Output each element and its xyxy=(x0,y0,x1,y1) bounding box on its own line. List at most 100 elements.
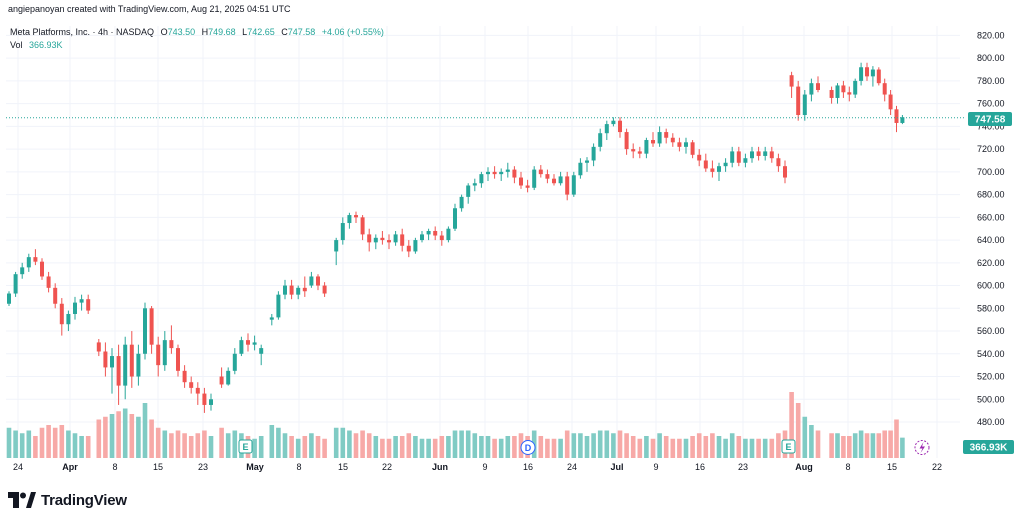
volume-bar xyxy=(19,433,25,458)
candle xyxy=(176,344,180,377)
price-tick-label: 700.00 xyxy=(977,167,1005,177)
volume-bar xyxy=(333,427,339,458)
candle xyxy=(888,89,893,116)
volume-bar xyxy=(225,433,231,458)
candle xyxy=(571,171,576,197)
candle xyxy=(802,89,807,121)
volume-bar xyxy=(380,438,385,458)
candle xyxy=(769,146,774,163)
candle xyxy=(545,169,550,184)
candle xyxy=(46,271,51,293)
time-tick-label: 22 xyxy=(932,462,942,472)
candle xyxy=(219,367,224,388)
candle xyxy=(40,258,44,280)
volume-bar xyxy=(155,427,161,458)
candle xyxy=(578,158,583,179)
candle xyxy=(380,230,385,245)
volume-bar xyxy=(59,425,65,458)
volume-bar xyxy=(841,436,846,458)
price-tick-label: 640.00 xyxy=(977,235,1005,245)
dividend-marker-icon[interactable]: D xyxy=(520,440,536,455)
candle xyxy=(558,171,563,186)
volume-bar xyxy=(33,436,38,458)
time-tick-label: 8 xyxy=(112,462,117,472)
time-tick-label: May xyxy=(246,462,264,472)
volume-bar xyxy=(538,436,544,458)
volume-bar xyxy=(900,437,905,458)
candle xyxy=(829,86,834,104)
time-tick-label: 22 xyxy=(382,462,392,472)
candle xyxy=(697,149,702,167)
high-label: H xyxy=(202,27,209,37)
candle xyxy=(598,128,603,152)
volume-bar xyxy=(847,436,852,458)
volume-bar xyxy=(624,433,629,458)
earnings-marker-icon[interactable]: E xyxy=(781,439,796,454)
candle xyxy=(657,126,662,147)
candle xyxy=(66,310,71,332)
volume-bar xyxy=(835,433,840,458)
volume-bars xyxy=(6,392,905,458)
candle xyxy=(538,165,543,178)
candle xyxy=(525,179,530,193)
volume-bar xyxy=(762,438,768,458)
volume-bar xyxy=(852,433,858,458)
price-tick-label: 760.00 xyxy=(977,99,1005,109)
event-flash-icon[interactable] xyxy=(914,440,930,455)
candlestick-chart[interactable]: 480.00 500.00 520.00 540.00 560.00 580.00 600.… xyxy=(0,18,1024,480)
time-tick-label: 15 xyxy=(338,462,348,472)
candle xyxy=(226,367,231,386)
volume-bar xyxy=(729,433,735,458)
volume-bar xyxy=(386,438,392,458)
candle xyxy=(552,174,556,186)
volume-bar xyxy=(545,438,550,458)
candle xyxy=(756,146,761,161)
svg-text:D: D xyxy=(525,443,532,453)
volume-bar xyxy=(52,427,58,458)
volume-bar xyxy=(584,436,590,458)
open-label: O xyxy=(161,27,168,37)
volume-bar xyxy=(802,416,808,458)
volume-bar xyxy=(432,438,438,458)
price-tick-label: 500.00 xyxy=(977,394,1005,404)
volume-bar xyxy=(815,430,821,458)
candle xyxy=(611,117,616,127)
candle xyxy=(26,253,31,272)
volume-bar xyxy=(208,436,214,458)
candle xyxy=(585,157,589,172)
price-axis[interactable]: 480.00 500.00 520.00 540.00 560.00 580.00 600.… xyxy=(977,30,1005,427)
volume-bar xyxy=(492,438,497,458)
candle xyxy=(20,262,25,279)
volume-bar xyxy=(551,438,557,458)
volume-bar xyxy=(169,433,174,458)
volume-bar xyxy=(696,433,702,458)
volume-bar xyxy=(809,425,814,458)
volume-bar xyxy=(591,433,596,458)
volume-bar xyxy=(269,425,275,458)
volume-bar xyxy=(322,438,327,458)
volume-bar xyxy=(716,436,722,458)
candle xyxy=(373,234,378,250)
candle xyxy=(116,344,121,405)
candle xyxy=(604,120,609,141)
volume-bar xyxy=(479,436,484,458)
volume-label: 366.93K xyxy=(970,443,1009,454)
volume-bar xyxy=(756,438,761,458)
candle xyxy=(79,294,84,311)
candle xyxy=(479,171,484,188)
volume-bar xyxy=(340,427,346,458)
volume-bar xyxy=(439,436,445,458)
last-price-label: 747.58 xyxy=(975,115,1006,126)
candle xyxy=(354,211,358,224)
candle xyxy=(900,115,905,125)
earnings-marker-icon[interactable]: E xyxy=(238,439,253,454)
time-axis[interactable]: 24 Apr 8 15 23 May 8 15 22 Jun 9 16 24 Jul 9 16 23 Aug 8 15… xyxy=(13,462,942,472)
volume-bar xyxy=(795,403,801,458)
tradingview-brand[interactable]: TradingView xyxy=(8,488,127,512)
candle xyxy=(776,153,781,172)
volume-bar xyxy=(136,416,141,458)
volume-bar xyxy=(182,433,187,458)
volume-bar xyxy=(282,433,288,458)
candle xyxy=(763,146,768,161)
volume-bar xyxy=(604,430,610,458)
